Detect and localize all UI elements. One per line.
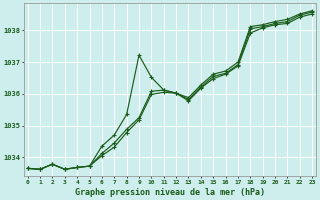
X-axis label: Graphe pression niveau de la mer (hPa): Graphe pression niveau de la mer (hPa): [75, 188, 265, 197]
